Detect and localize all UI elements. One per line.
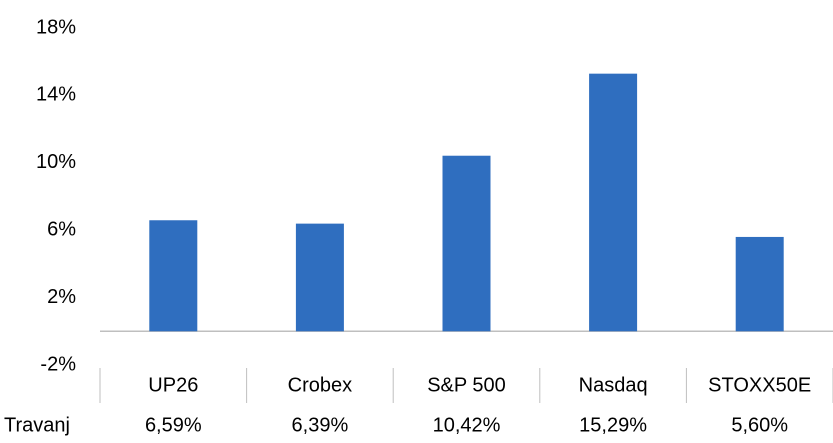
table-value: 15,29% [579, 414, 647, 436]
y-tick-label: 10% [36, 151, 76, 173]
bar [149, 220, 198, 332]
x-tick-label: Crobex [288, 374, 352, 396]
bar [735, 236, 784, 332]
bar [589, 73, 638, 332]
table-value: 5,60% [731, 414, 788, 436]
x-tick-label: UP26 [148, 374, 198, 396]
x-tick-label: S&P 500 [427, 374, 506, 396]
y-tick-label: 18% [36, 16, 76, 38]
table-value: 6,39% [292, 414, 349, 436]
y-tick-label: -2% [40, 353, 76, 375]
x-tick-label: Nasdaq [579, 374, 648, 396]
table-value: 6,59% [145, 414, 202, 436]
x-tick-label: STOXX50E [708, 374, 811, 396]
bar [442, 155, 491, 332]
y-tick-label: 6% [47, 218, 76, 240]
bar [295, 223, 344, 332]
series-name: Travanj [4, 414, 70, 436]
table-value: 10,42% [433, 414, 501, 436]
y-tick-label: 14% [36, 84, 76, 106]
y-tick-label: 2% [47, 286, 76, 308]
